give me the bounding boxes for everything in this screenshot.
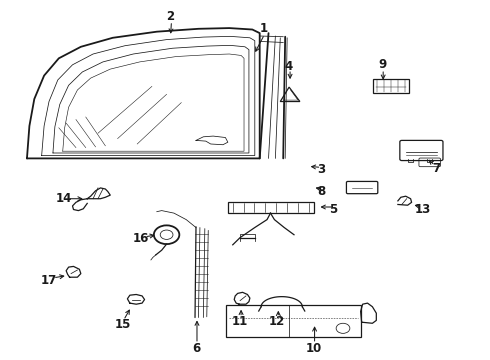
Text: 10: 10: [305, 342, 322, 355]
Text: 16: 16: [133, 232, 149, 245]
Text: 4: 4: [284, 60, 292, 73]
Text: 6: 6: [192, 342, 200, 355]
Text: 11: 11: [232, 315, 248, 328]
Text: 13: 13: [414, 203, 431, 216]
Text: 2: 2: [167, 10, 174, 23]
Text: 12: 12: [269, 315, 285, 328]
Bar: [373, 79, 409, 93]
Text: 9: 9: [378, 58, 386, 71]
Text: 15: 15: [114, 318, 131, 331]
Text: 1: 1: [260, 22, 268, 35]
Text: 7: 7: [432, 162, 440, 175]
Text: 3: 3: [317, 163, 325, 176]
Text: 5: 5: [329, 203, 337, 216]
Bar: [226, 305, 361, 337]
Text: 14: 14: [55, 192, 72, 205]
Text: 17: 17: [41, 274, 57, 287]
Text: 8: 8: [317, 185, 325, 198]
